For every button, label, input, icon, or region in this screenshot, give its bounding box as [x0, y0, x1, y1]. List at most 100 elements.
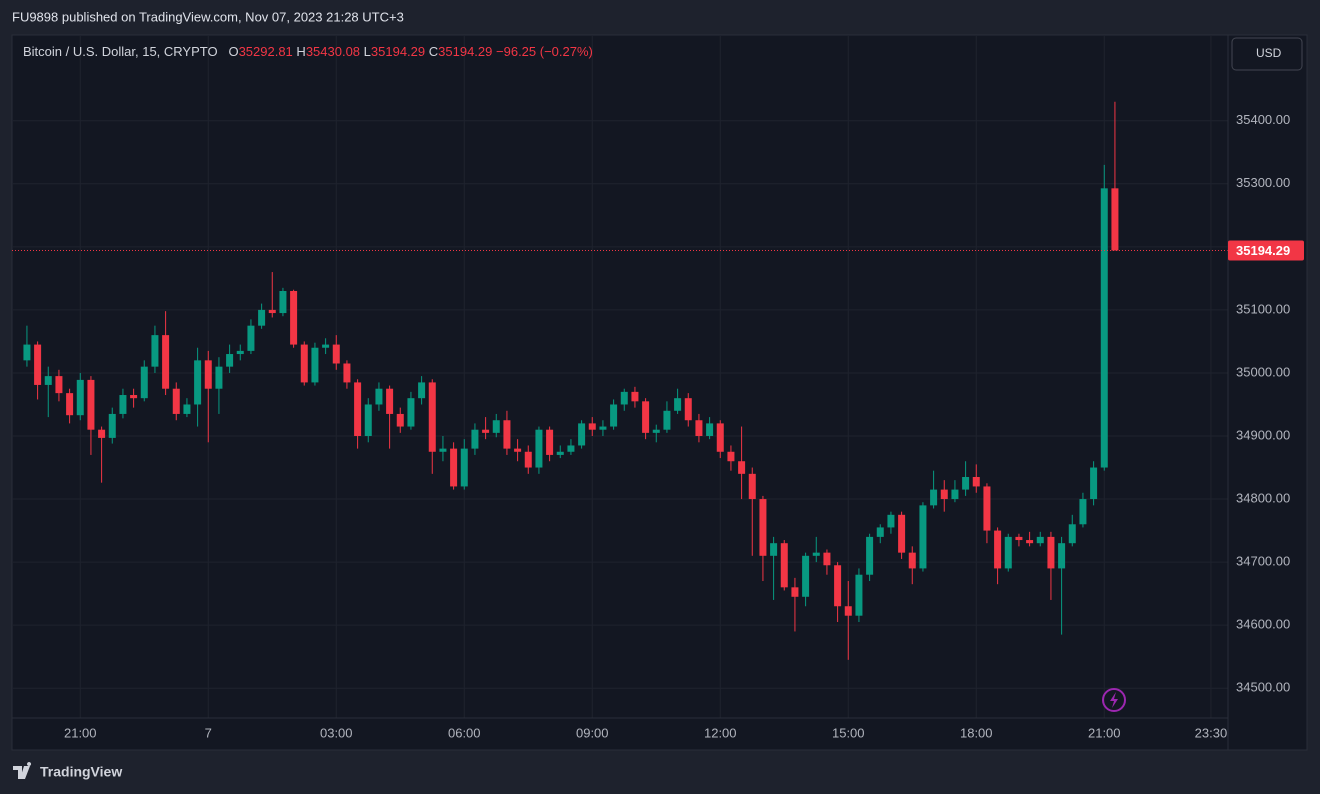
candle-body [631, 391, 639, 402]
candle-body [908, 552, 916, 569]
legend-letter: L [363, 44, 371, 59]
candle-body [258, 309, 266, 326]
legend: Bitcoin / U.S. Dollar, 15, CRYPTO O35292… [23, 44, 593, 59]
y-tick-label: 35100.00 [1236, 301, 1290, 316]
candle-body [876, 527, 884, 537]
candle-body [418, 382, 426, 399]
candle-body [364, 404, 372, 437]
candle-body [247, 325, 255, 351]
candle-body [503, 420, 511, 449]
x-tick-label: 21:00 [64, 725, 97, 740]
candle-body [108, 413, 116, 438]
lightning-bolt[interactable] [1110, 692, 1118, 708]
candle-body [983, 486, 991, 531]
candle-body [780, 543, 788, 588]
candle-body [567, 445, 575, 452]
candle-body [439, 448, 447, 452]
x-tick-label: 09:00 [576, 725, 609, 740]
candle-body [972, 476, 980, 487]
candle-body [76, 379, 84, 416]
candle-body [855, 574, 863, 616]
candle-body [994, 530, 1002, 569]
candle-body [1026, 540, 1034, 544]
candle-body [940, 489, 948, 500]
legend-letter: C [428, 44, 439, 59]
candle-body [738, 461, 746, 474]
candle-body [695, 420, 703, 437]
y-tick-label: 34600.00 [1236, 617, 1290, 632]
candle-body [332, 344, 340, 364]
candle-body [162, 335, 170, 389]
publisher-line: FU9898 published on TradingView.com, Nov… [12, 9, 404, 24]
candle-body [770, 543, 778, 556]
candle-body [588, 423, 596, 430]
candle-body [887, 514, 895, 528]
symbol-title: Bitcoin / U.S. Dollar, 15, CRYPTO [23, 44, 218, 59]
candle-body [130, 395, 138, 399]
lightning-icon[interactable] [1102, 688, 1126, 712]
candle-body [460, 448, 468, 487]
footer-brand: TradingView [40, 764, 122, 780]
legend-open: 35292.81 [238, 44, 293, 59]
candle-body [514, 448, 522, 452]
x-tick-label: 06:00 [448, 725, 481, 740]
x-tick-label: 21:00 [1088, 725, 1121, 740]
candle-body [866, 536, 874, 575]
candle-body [450, 448, 458, 487]
x-tick-label: 12:00 [704, 725, 737, 740]
candle-body [1058, 543, 1066, 569]
lightning-circle[interactable] [1102, 688, 1126, 712]
legend-letter: H [296, 44, 306, 59]
candle-body [194, 360, 202, 405]
candle-body [268, 309, 276, 314]
logo-mark [13, 762, 32, 779]
candle-body [428, 382, 436, 452]
y-tick-label: 34700.00 [1236, 554, 1290, 569]
currency-label[interactable]: USD [1256, 46, 1282, 60]
candle-body [87, 379, 95, 430]
candle-body [322, 344, 330, 348]
candle-body [599, 426, 607, 430]
candle-body [898, 514, 906, 553]
candle-body [844, 606, 852, 616]
candle-body [823, 552, 831, 566]
candle-body [172, 388, 180, 414]
chart-panel [11, 34, 1308, 751]
candle-body [791, 587, 799, 597]
footer-logo [13, 762, 32, 779]
currency-button[interactable] [1231, 37, 1303, 71]
candle-body [311, 347, 319, 383]
candle-body [1004, 536, 1012, 569]
x-tick-label: 03:00 [320, 725, 353, 740]
legend-letter: O [228, 44, 239, 59]
candle-body [140, 366, 148, 399]
candle-body [610, 404, 618, 427]
candle-body [727, 451, 735, 462]
candle-body [684, 398, 692, 421]
y-tick-label: 34900.00 [1236, 427, 1290, 442]
candle-body [1036, 536, 1044, 544]
y-tick-label: 35300.00 [1236, 175, 1290, 190]
candle-body [343, 363, 351, 383]
candle-body [279, 290, 287, 314]
candle-body [44, 376, 52, 385]
candle-body [1047, 536, 1055, 569]
y-tick-label: 35000.00 [1236, 364, 1290, 379]
candle-body [1079, 499, 1087, 525]
candle-body [663, 410, 671, 430]
candle-body [55, 376, 63, 394]
candle-body [1068, 524, 1076, 544]
candle-body [834, 565, 842, 607]
x-tick-label: 18:00 [960, 725, 993, 740]
candle-body [962, 476, 970, 490]
y-tick-label: 34800.00 [1236, 490, 1290, 505]
candle-body [546, 429, 554, 455]
candle-body [151, 335, 159, 367]
candle-body [66, 393, 74, 416]
y-tick-label: 35400.00 [1236, 112, 1290, 127]
candle-body [471, 429, 479, 449]
y-tick-label: 34500.00 [1236, 680, 1290, 695]
last-price-label: 35194.29 [1236, 243, 1290, 258]
candle-body [407, 398, 415, 427]
